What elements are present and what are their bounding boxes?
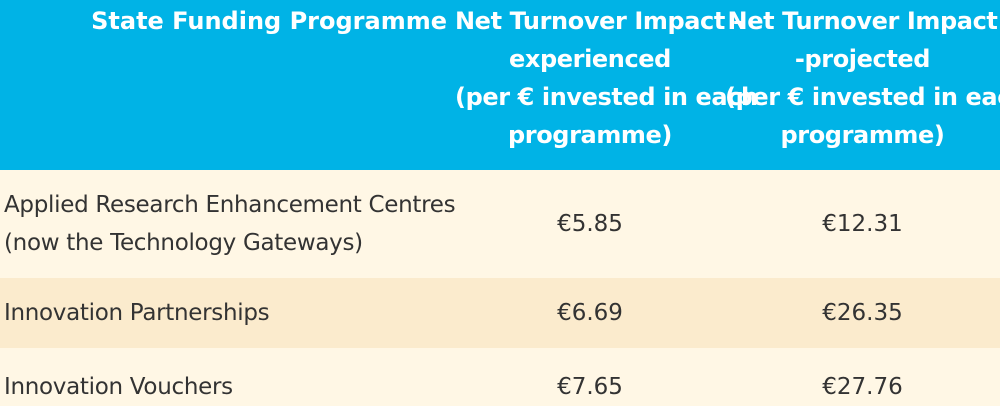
table-row: Innovation Partnerships €6.69 €26.35: [0, 278, 1000, 348]
cell-projected: €27.76: [822, 374, 903, 400]
table-row: Applied Research Enhancement Centres (no…: [0, 170, 1000, 278]
header-experienced-line: experienced: [509, 45, 671, 73]
header-projected: Net Turnover Impact -projected (per € in…: [725, 0, 1000, 170]
cell-experienced: €6.69: [557, 300, 623, 326]
header-projected-line: programme): [780, 121, 945, 149]
table-row: Innovation Vouchers €7.65 €27.76: [0, 348, 1000, 406]
header-projected-line: (per € invested in each: [725, 83, 1000, 111]
programme-name-line: Applied Research Enhancement Centres: [4, 192, 456, 218]
header-programme: State Funding Programme: [0, 0, 455, 170]
cell-projected: €26.35: [822, 300, 903, 326]
header-experienced-line: programme): [508, 121, 672, 149]
header-experienced-line: Net Turnover Impact –: [455, 7, 745, 35]
cell-experienced: €7.65: [557, 374, 623, 400]
programme-name-line: Innovation Vouchers: [4, 374, 233, 400]
header-projected-line: Net Turnover Impact: [727, 7, 998, 35]
table-body: Applied Research Enhancement Centres (no…: [0, 170, 1000, 406]
cell-projected: €12.31: [822, 211, 903, 237]
cell-programme: Innovation Partnerships: [0, 278, 455, 348]
table-header: State Funding Programme Net Turnover Imp…: [0, 0, 1000, 170]
header-projected-line: -projected: [794, 45, 931, 73]
header-programme-label: State Funding Programme: [91, 7, 447, 35]
cell-programme: Applied Research Enhancement Centres (no…: [0, 170, 456, 278]
programme-name-line: (now the Technology Gateways): [4, 230, 363, 256]
programme-name-line: Innovation Partnerships: [4, 300, 270, 326]
cell-experienced: €5.85: [557, 211, 623, 237]
header-experienced-line: (per € invested in each: [455, 83, 758, 111]
cell-programme: Innovation Vouchers: [0, 348, 455, 406]
header-experienced: Net Turnover Impact – experienced (per €…: [455, 0, 758, 170]
header-row: State Funding Programme Net Turnover Imp…: [0, 0, 1000, 170]
